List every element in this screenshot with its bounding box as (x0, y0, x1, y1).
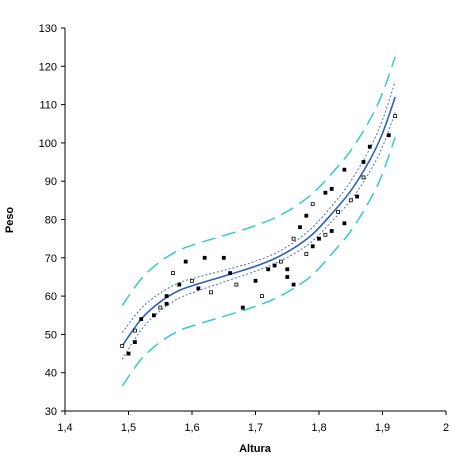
data-point (158, 305, 163, 310)
data-point (361, 160, 366, 164)
y-tick-label: 90 (45, 176, 57, 188)
data-point (171, 271, 175, 276)
y-ticks: 30 40 50 60 70 80 90 100 110 120 130 (39, 23, 65, 418)
data-point (196, 286, 201, 291)
data-point (190, 278, 194, 283)
data-point (164, 294, 169, 299)
y-tick-label: 60 (45, 291, 57, 303)
data-point (329, 229, 334, 233)
data-point (298, 225, 302, 230)
confidence-lower-line (121, 112, 396, 360)
confidence-upper-line (121, 81, 396, 333)
data-point (221, 255, 226, 260)
data-point (253, 278, 258, 283)
axes (64, 28, 446, 412)
data-point (304, 213, 309, 218)
data-point (285, 275, 290, 279)
y-tick-label: 110 (39, 100, 57, 112)
data-point (291, 282, 296, 287)
data-point (310, 202, 315, 207)
data-point (120, 343, 125, 348)
data-point (348, 198, 353, 203)
data-point (393, 114, 398, 118)
y-tick-label: 50 (45, 329, 57, 341)
y-tick-label: 70 (45, 253, 57, 265)
data-point (177, 282, 182, 287)
data-point (183, 259, 188, 264)
data-point (342, 221, 347, 226)
data-point (367, 144, 372, 149)
data-point (317, 236, 321, 241)
data-point (202, 255, 207, 260)
data-point (361, 175, 366, 180)
data-point (228, 271, 233, 276)
data-point (266, 267, 271, 272)
data-point (285, 267, 290, 272)
data-point (278, 259, 283, 264)
y-tick-label: 130 (39, 23, 57, 35)
x-tick-label: 1,5 (121, 422, 136, 434)
y-axis-title: Peso (4, 207, 16, 234)
x-ticks: 1,4 1,5 1,6 1,7 1,8 1,9 2 (57, 411, 449, 434)
x-axis-title: Altura (239, 443, 272, 455)
prediction-upper-line (121, 56, 396, 307)
data-point (132, 340, 137, 345)
x-tick-label: 1,9 (375, 422, 390, 434)
y-tick-label: 30 (45, 406, 57, 418)
data-point (209, 290, 213, 295)
data-point (342, 167, 347, 172)
data-point (336, 209, 341, 214)
data-point (240, 305, 245, 310)
data-point (304, 252, 309, 256)
y-tick-label: 100 (39, 138, 57, 150)
prediction-lower-line (121, 136, 396, 387)
interval-bands (121, 56, 396, 387)
fit-line (121, 96, 396, 347)
data-point (323, 232, 328, 237)
data-point (164, 301, 169, 306)
x-tick-label: 1,4 (57, 422, 72, 434)
y-tick-label: 120 (39, 61, 57, 73)
data-point (329, 186, 334, 191)
x-tick-label: 1,8 (311, 422, 326, 434)
data-point (386, 133, 391, 138)
data-point (355, 194, 360, 199)
data-point (291, 236, 296, 241)
y-tick-label: 40 (45, 368, 57, 380)
data-point (272, 263, 277, 268)
data-point (310, 244, 315, 249)
x-tick-label: 1,6 (184, 422, 199, 434)
data-point (234, 282, 239, 287)
data-point (126, 351, 131, 356)
data-points (120, 114, 398, 356)
data-point (151, 313, 156, 318)
x-tick-label: 2 (443, 422, 449, 434)
data-point (132, 328, 137, 333)
x-tick-label: 1,7 (248, 422, 263, 434)
data-point (323, 190, 328, 195)
data-point (139, 317, 144, 322)
y-tick-label: 80 (45, 215, 57, 227)
data-point (259, 294, 264, 299)
